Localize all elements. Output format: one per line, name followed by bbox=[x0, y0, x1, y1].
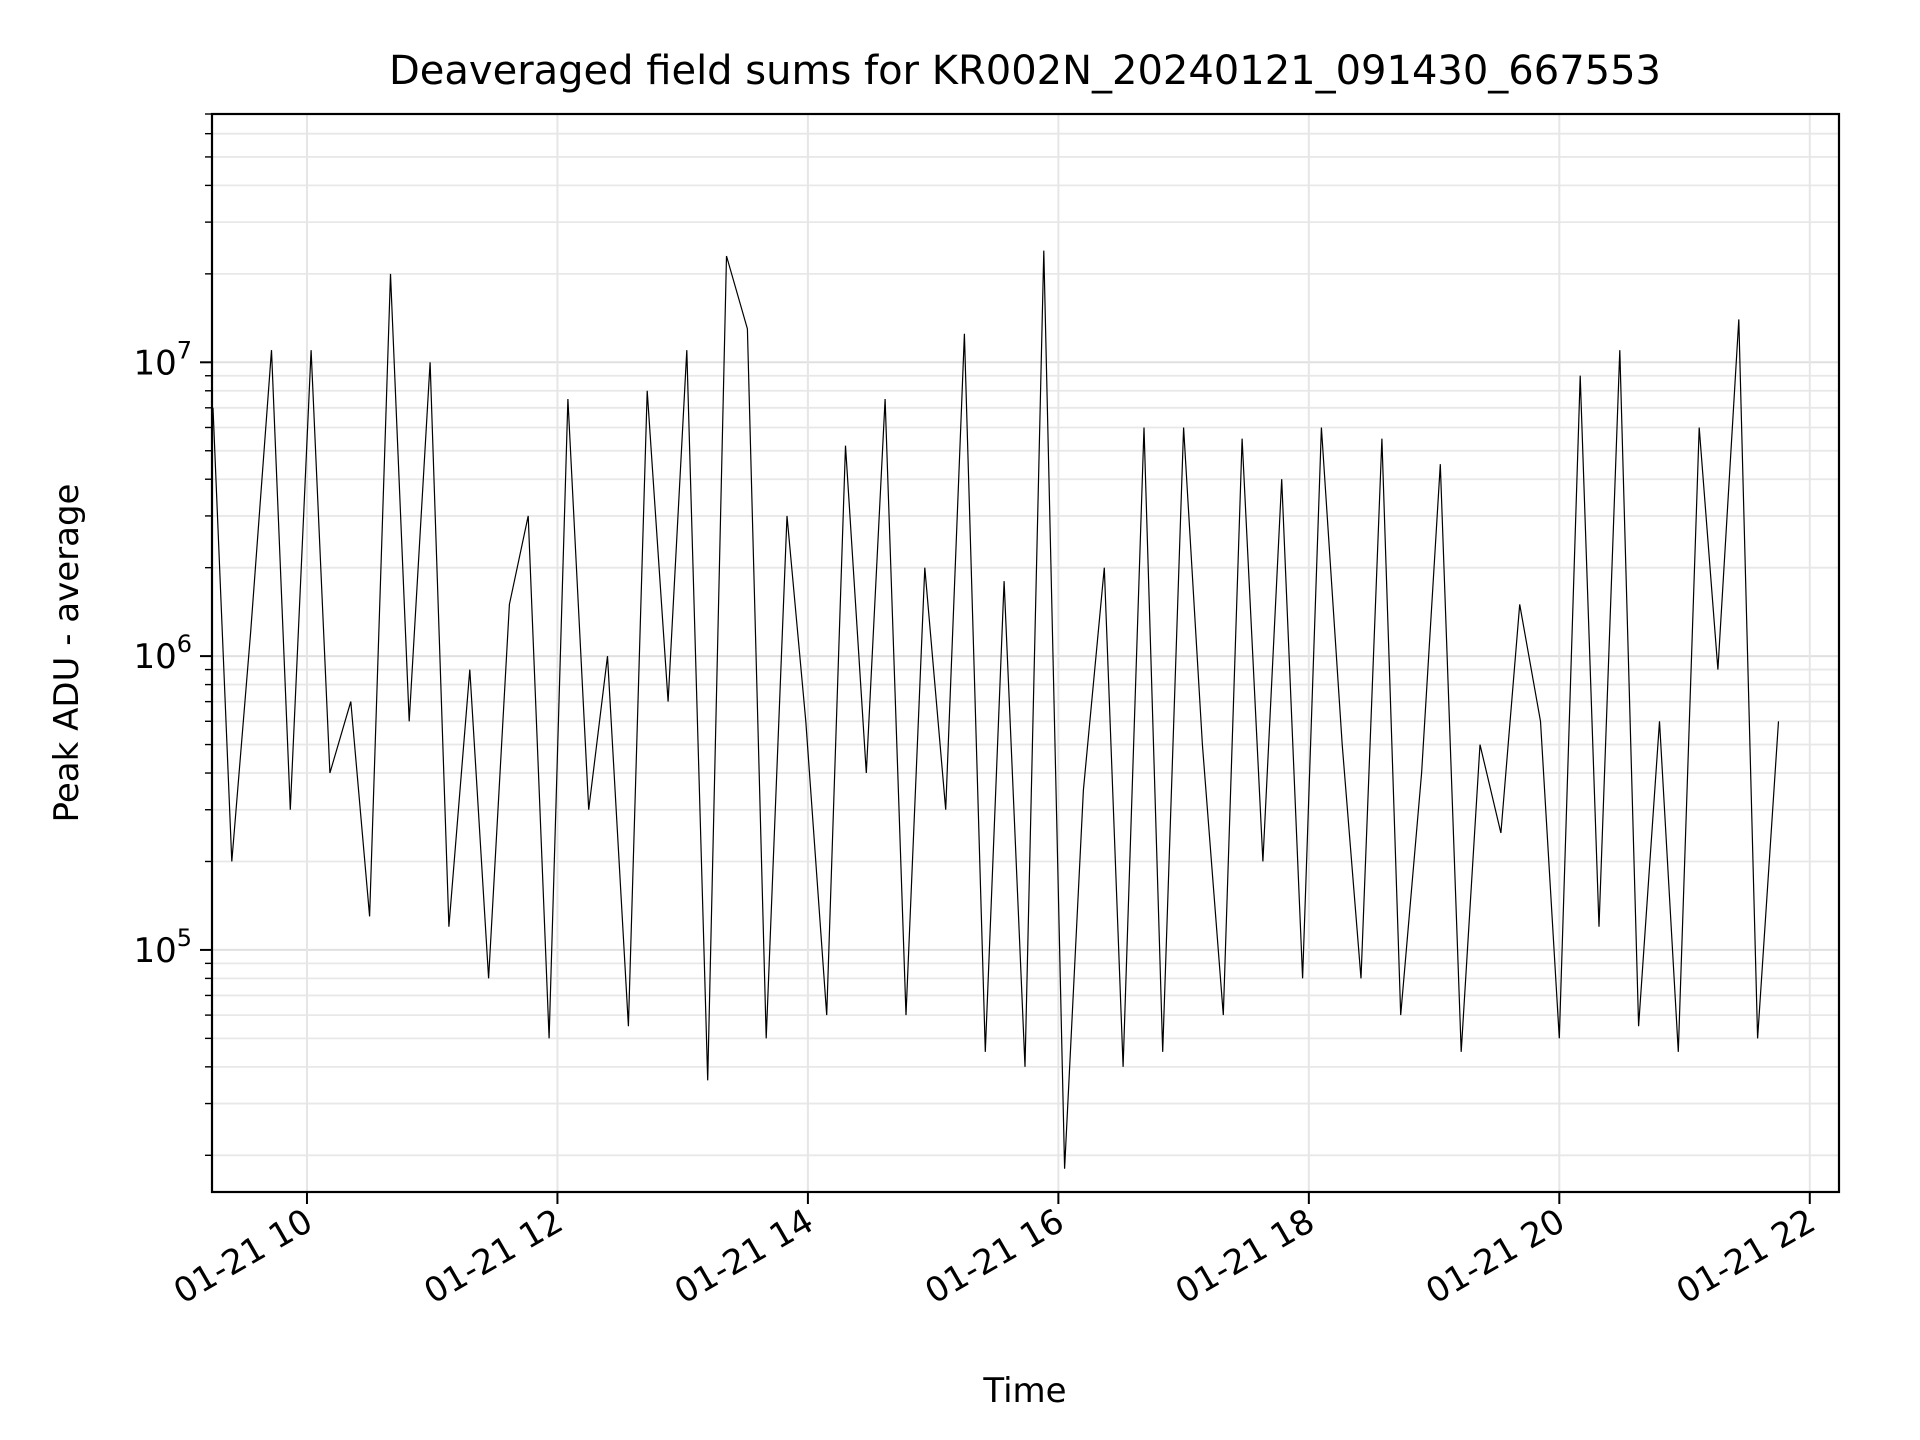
x-tick-label: 01-21 18 bbox=[1169, 1201, 1321, 1312]
y-axis: 105 106 107 bbox=[133, 113, 212, 1156]
plot-frame bbox=[210, 112, 1841, 1194]
x-tick-label: 01-21 22 bbox=[1670, 1201, 1822, 1312]
y-tick-label: 107 bbox=[133, 336, 192, 383]
x-tick-label: 01-21 12 bbox=[418, 1201, 570, 1312]
series-line-0 bbox=[212, 250, 1780, 1169]
plot-background bbox=[212, 114, 1839, 1192]
x-tick-label: 01-21 10 bbox=[167, 1201, 319, 1312]
x-axis: 01-21 10 01-21 12 01-21 14 01-21 16 01-21 18… bbox=[167, 1192, 1822, 1312]
plot-area bbox=[210, 112, 1841, 1194]
x-tick-label: 01-21 20 bbox=[1419, 1201, 1571, 1312]
x-tick-label: 01-21 16 bbox=[918, 1201, 1070, 1312]
x-axis-label: Time bbox=[982, 1371, 1066, 1411]
y-tick-label: 106 bbox=[133, 630, 192, 677]
series-group bbox=[212, 250, 1780, 1169]
y-tick-label: 105 bbox=[133, 924, 192, 971]
chart-title: Deaveraged field sums for KR002N_2024012… bbox=[389, 48, 1661, 94]
y-axis-label: Peak ADU - average bbox=[47, 484, 87, 823]
x-tick-label: 01-21 14 bbox=[668, 1201, 820, 1312]
